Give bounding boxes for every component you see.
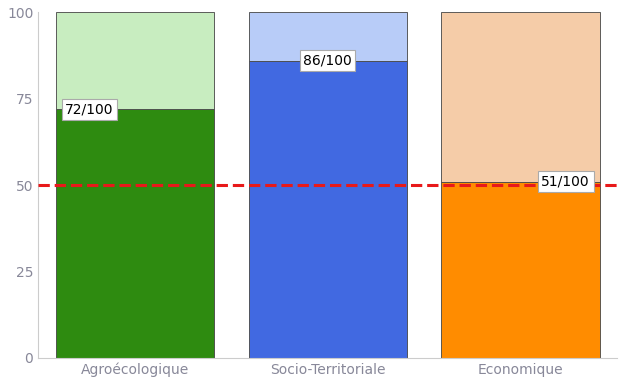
Bar: [441, 12, 600, 182]
Bar: [56, 12, 214, 109]
Bar: [248, 61, 407, 358]
Text: 72/100: 72/100: [65, 102, 114, 116]
Text: 86/100: 86/100: [303, 54, 352, 68]
Bar: [56, 109, 214, 358]
Text: 51/100: 51/100: [542, 175, 590, 189]
Bar: [248, 12, 407, 61]
Bar: [441, 182, 600, 358]
